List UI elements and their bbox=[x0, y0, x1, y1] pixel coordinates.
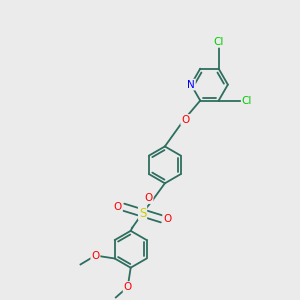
Text: Cl: Cl bbox=[214, 37, 224, 47]
Text: Cl: Cl bbox=[242, 96, 252, 106]
Text: O: O bbox=[91, 250, 100, 260]
Text: O: O bbox=[181, 115, 190, 125]
Text: O: O bbox=[124, 282, 132, 292]
Text: S: S bbox=[139, 206, 146, 220]
Text: O: O bbox=[114, 202, 122, 212]
Text: N: N bbox=[187, 80, 195, 90]
Text: O: O bbox=[144, 193, 153, 203]
Text: O: O bbox=[163, 214, 171, 224]
